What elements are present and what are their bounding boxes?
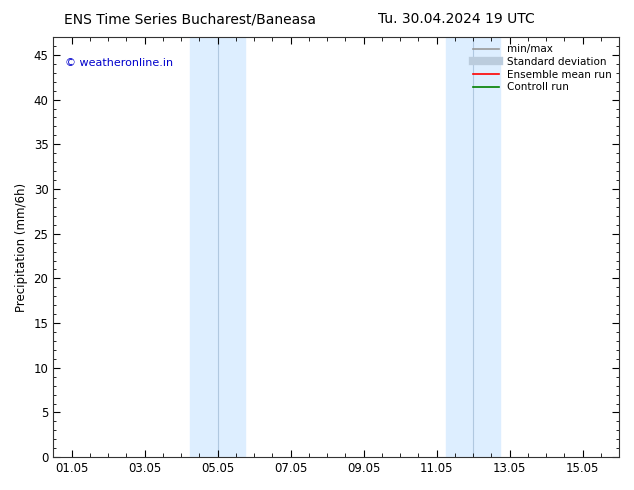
- Bar: [446, 37, 500, 457]
- Legend: min/max, Standard deviation, Ensemble mean run, Controll run: min/max, Standard deviation, Ensemble me…: [469, 40, 616, 97]
- Text: ENS Time Series Bucharest/Baneasa: ENS Time Series Bucharest/Baneasa: [64, 12, 316, 26]
- Bar: [190, 37, 245, 457]
- Text: © weatheronline.in: © weatheronline.in: [65, 58, 172, 68]
- Text: Tu. 30.04.2024 19 UTC: Tu. 30.04.2024 19 UTC: [378, 12, 535, 26]
- Y-axis label: Precipitation (mm/6h): Precipitation (mm/6h): [15, 183, 28, 312]
